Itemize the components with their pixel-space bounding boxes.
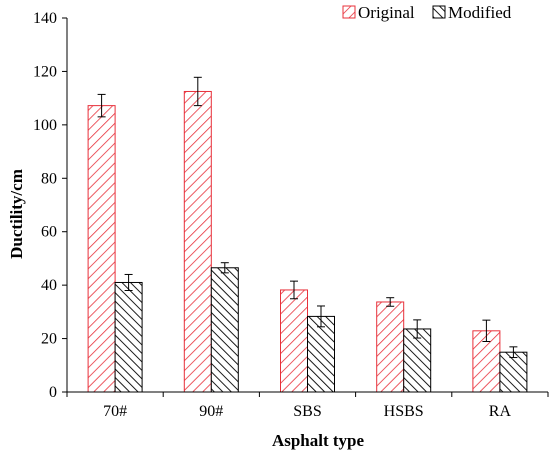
bar-modified-70 xyxy=(114,281,143,393)
bar-modified-ra xyxy=(499,351,528,393)
legend-label-original: Original xyxy=(358,3,415,22)
legend-label-modified: Modified xyxy=(448,3,512,22)
legend-item-modified: Modified xyxy=(432,3,512,22)
error-bar xyxy=(97,93,106,118)
y-tick-label: 20 xyxy=(41,331,57,348)
error-bar xyxy=(317,305,325,328)
x-tick-label: HSBS xyxy=(384,403,424,420)
error-bar xyxy=(509,346,518,359)
x-tick-label: SBS xyxy=(293,403,321,420)
axes: 0 20 40 60 80 100 120 140 70# 90# SBS HSBS RA xyxy=(33,10,549,420)
x-tick-label: RA xyxy=(489,403,512,420)
bar-original-sbs xyxy=(280,289,308,393)
error-bars-layer xyxy=(97,76,518,359)
bar-modified-90 xyxy=(210,267,239,393)
y-tick-label: 60 xyxy=(41,224,57,241)
bar-original-hsbs xyxy=(376,301,405,393)
legend-swatch-modified xyxy=(432,5,446,19)
error-bar xyxy=(290,280,298,300)
error-bar xyxy=(220,262,229,274)
x-axis-title: Asphalt type xyxy=(272,431,365,450)
x-tick-label: 90# xyxy=(199,403,223,420)
y-tick-label: 120 xyxy=(33,63,57,80)
error-bar xyxy=(386,297,395,307)
legend-item-original: Original xyxy=(342,3,415,22)
y-tick-label: 0 xyxy=(49,384,57,401)
bars-layer xyxy=(87,90,528,393)
x-tick-label: 70# xyxy=(103,403,127,420)
y-ticks: 0 20 40 60 80 100 120 140 xyxy=(33,10,67,401)
y-tick-label: 80 xyxy=(41,170,57,187)
bar-modified-hsbs xyxy=(403,328,432,393)
bar-original-70 xyxy=(87,105,116,393)
bar-original-90 xyxy=(183,90,212,393)
error-bar xyxy=(124,273,133,291)
legend-swatch-original xyxy=(342,5,356,19)
y-axis-title: Ductility/cm xyxy=(7,169,26,259)
y-tick-label: 140 xyxy=(33,10,57,27)
error-bar xyxy=(413,319,422,339)
y-tick-label: 40 xyxy=(41,277,57,294)
bar-modified-sbs xyxy=(307,315,335,393)
legend: Original Modified xyxy=(342,3,512,22)
error-bar xyxy=(482,319,491,343)
y-tick-label: 100 xyxy=(33,117,57,134)
x-ticks: 70# 90# SBS HSBS RA xyxy=(66,392,549,420)
error-bar xyxy=(193,76,202,107)
